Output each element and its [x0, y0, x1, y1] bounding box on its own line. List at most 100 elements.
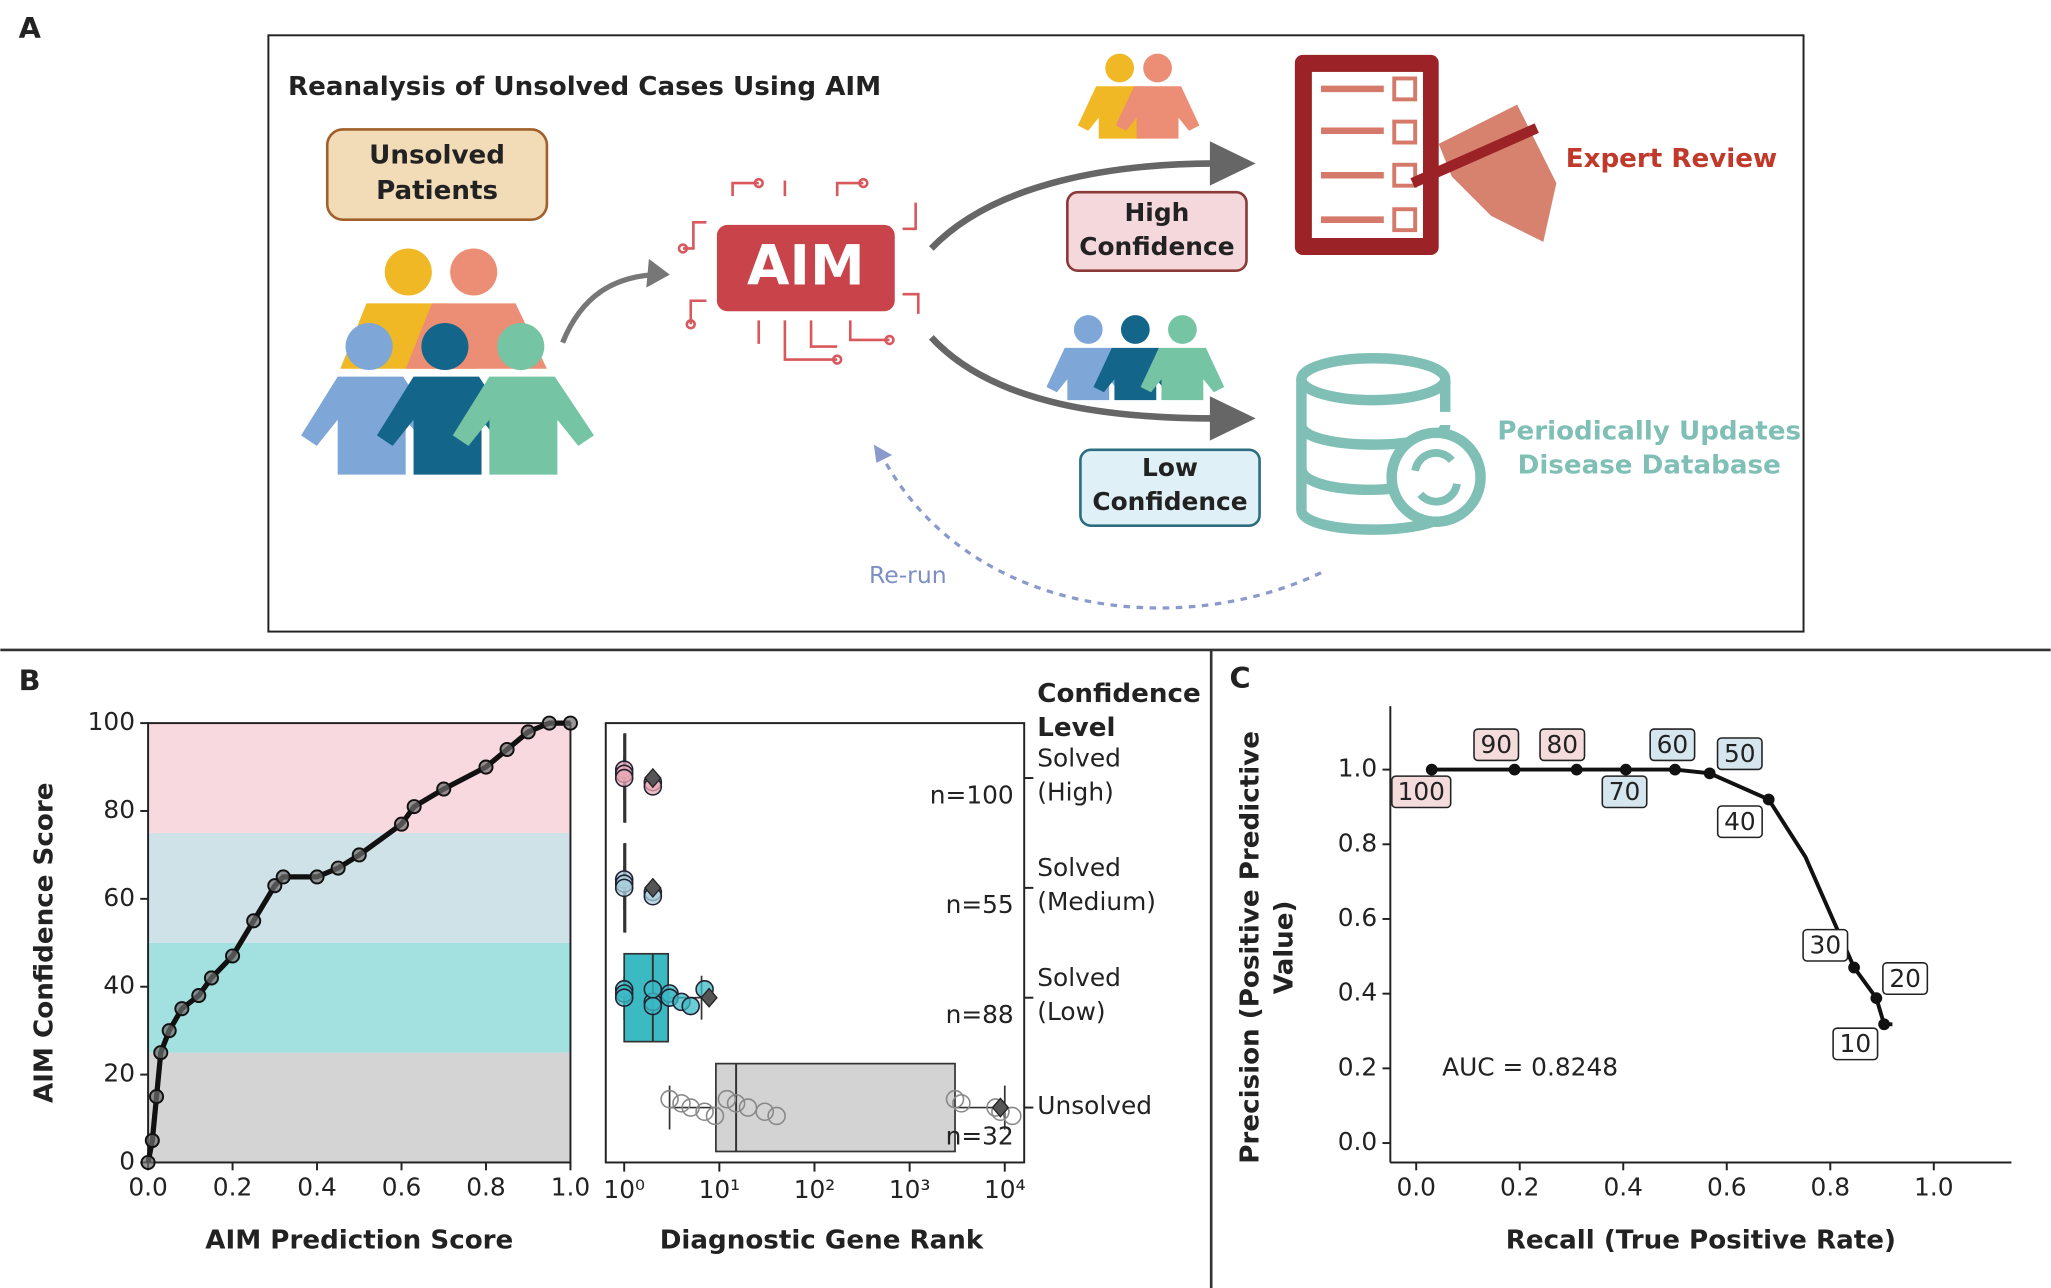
point: [695, 1102, 714, 1122]
threshold-point: [1878, 1018, 1890, 1031]
x-tick-label: 0.4: [297, 1173, 336, 1202]
clipboard-icon: [1294, 54, 1557, 255]
y-axis-label-text: Precision (Positive Predictive Value): [1233, 731, 1299, 1164]
marker: [140, 1154, 156, 1170]
point: [767, 1106, 786, 1126]
arrow: [928, 160, 1217, 251]
category-label-text: Solved (Low): [1037, 963, 1121, 1027]
category-label: Solved (Low): [1037, 963, 1121, 1027]
frame: [604, 722, 1026, 1164]
marker: [562, 715, 578, 731]
point: [614, 768, 634, 788]
legend-title: Confidence Level: [1037, 677, 1201, 743]
point: [672, 1094, 691, 1113]
marker: [153, 1045, 169, 1061]
point: [614, 988, 634, 1007]
high-box: [1066, 190, 1248, 272]
count-label: n=55: [946, 890, 1014, 919]
threshold-point: [1848, 961, 1860, 974]
threshold-label-box: [1716, 805, 1763, 839]
high-label: High Confidence: [1079, 199, 1234, 261]
point: [681, 996, 700, 1016]
threshold-label-box: [1601, 775, 1648, 809]
marker: [436, 781, 452, 797]
threshold-label-box: [1473, 728, 1520, 762]
threshold-label-box: [1802, 928, 1849, 962]
point: [681, 1098, 700, 1117]
input-box: [325, 128, 549, 221]
threshold-point: [1870, 992, 1883, 1005]
count-label: n=32: [946, 1122, 1014, 1151]
x-tick-label: 1.0: [551, 1173, 591, 1202]
y-tick-label: 0.0: [1338, 1127, 1378, 1156]
x-tick-label: 10⁰: [603, 1175, 645, 1204]
y-axis-label: Precision (Positive Predictive Value): [1233, 731, 1299, 1164]
input-text: Unsolved Patients: [369, 138, 506, 206]
arrowhead: [1209, 141, 1256, 186]
brain-icon: [677, 177, 920, 365]
x-tick-label: 0.4: [1603, 1173, 1642, 1202]
x-tick-label: 0.8: [466, 1173, 505, 1202]
threshold-label-box: [1832, 1027, 1879, 1061]
x-tick-label: 10²: [794, 1175, 836, 1204]
marker: [191, 987, 207, 1004]
marker: [174, 1001, 190, 1017]
band: [148, 723, 571, 833]
arrow: [928, 335, 1217, 422]
threshold-label-box: [1391, 775, 1452, 809]
marker: [225, 948, 241, 964]
threshold-label: 20: [1889, 964, 1921, 993]
category-label: Unsolved: [1037, 1092, 1152, 1121]
marker: [406, 799, 422, 815]
rerun-arrow: [881, 456, 1322, 610]
marker: [267, 878, 283, 894]
y-tick-label: 0.4: [1338, 978, 1378, 1007]
mean: [700, 987, 718, 1008]
marker: [499, 741, 515, 757]
patients-icon: [301, 248, 594, 475]
category-label-text: Solved (Medium): [1037, 853, 1157, 917]
point: [660, 1089, 679, 1109]
legend-title-text: Confidence Level: [1037, 677, 1201, 743]
x-tick-label: 0.2: [1500, 1173, 1540, 1202]
arrowhead: [646, 258, 670, 288]
marker: [275, 869, 291, 885]
panel-a: Reanalysis of Unsolved Cases Using AIM U…: [267, 34, 1805, 633]
count-label: n=100: [930, 780, 1014, 809]
low-label: Low Confidence: [1092, 453, 1248, 517]
panel-label: C: [1229, 661, 1250, 695]
y-tick-label: 20: [103, 1059, 135, 1088]
threshold-label: 50: [1724, 739, 1756, 768]
x-tick-label: 10³: [889, 1175, 931, 1204]
mean: [991, 1097, 1010, 1118]
threshold-label: 90: [1480, 730, 1512, 759]
y-tick-label: 60: [103, 883, 135, 912]
marker: [351, 847, 367, 863]
frame: [147, 722, 572, 1164]
x-tick-label: 0.8: [1811, 1173, 1850, 1202]
rerun-label: Re-run: [869, 561, 947, 589]
threshold-label: 10: [1840, 1029, 1872, 1058]
panel-label: A: [19, 11, 42, 45]
threshold-point: [1619, 763, 1632, 776]
x-tick-label: 1.0: [1914, 1173, 1953, 1202]
expert-label: Expert Review: [1566, 144, 1777, 174]
low-text: Low Confidence: [1092, 453, 1248, 517]
marker: [246, 913, 262, 929]
x-tick-label: 10⁴: [984, 1175, 1026, 1204]
database-label: Periodically Updates Disease Database: [1497, 415, 1801, 480]
threshold-label-box: [1882, 962, 1929, 996]
y-tick-label: 1.0: [1338, 754, 1378, 783]
point: [643, 980, 663, 999]
arrow: [560, 271, 655, 344]
count-label: n=88: [946, 1000, 1014, 1029]
threshold-label: 100: [1398, 777, 1445, 806]
point: [952, 1094, 971, 1113]
point: [643, 996, 663, 1016]
threshold-label-box: [1649, 728, 1696, 762]
y-tick-label: 0.6: [1338, 903, 1378, 932]
model-label: AIM: [747, 233, 865, 297]
threshold-point: [1508, 763, 1521, 776]
x-tick-label: 0.6: [1707, 1173, 1746, 1202]
